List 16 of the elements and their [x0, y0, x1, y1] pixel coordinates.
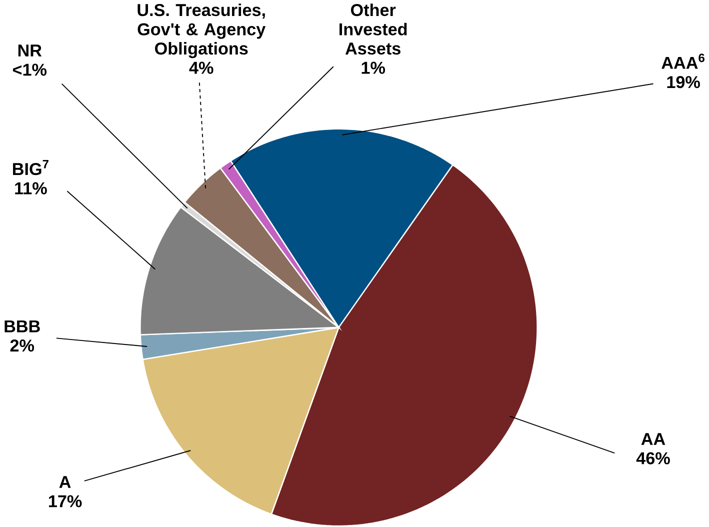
slice-label: AAA$^{6}$	[662, 54, 704, 69]
slice-label: AA	[641, 433, 666, 446]
slice-label: BBB	[4, 320, 40, 332]
data-label: 19%	[667, 76, 700, 88]
data-label: 4%	[189, 62, 214, 74]
data-label: 17%	[48, 495, 82, 508]
data-label: 11%	[15, 182, 47, 194]
data-label: 2%	[10, 340, 34, 352]
slice-label: A	[59, 476, 71, 488]
slice-label: U.S. Treasuries, Gov't & Agency Obligations	[138, 4, 266, 58]
data-label: <1%	[12, 64, 47, 76]
data-label: 46%	[636, 452, 670, 464]
slice-label: NR	[18, 44, 42, 57]
slice-label: BIG$^{7}$	[13, 160, 48, 176]
slice-label: Other Invested Assets	[340, 4, 407, 55]
data-label: 1%	[362, 62, 386, 74]
